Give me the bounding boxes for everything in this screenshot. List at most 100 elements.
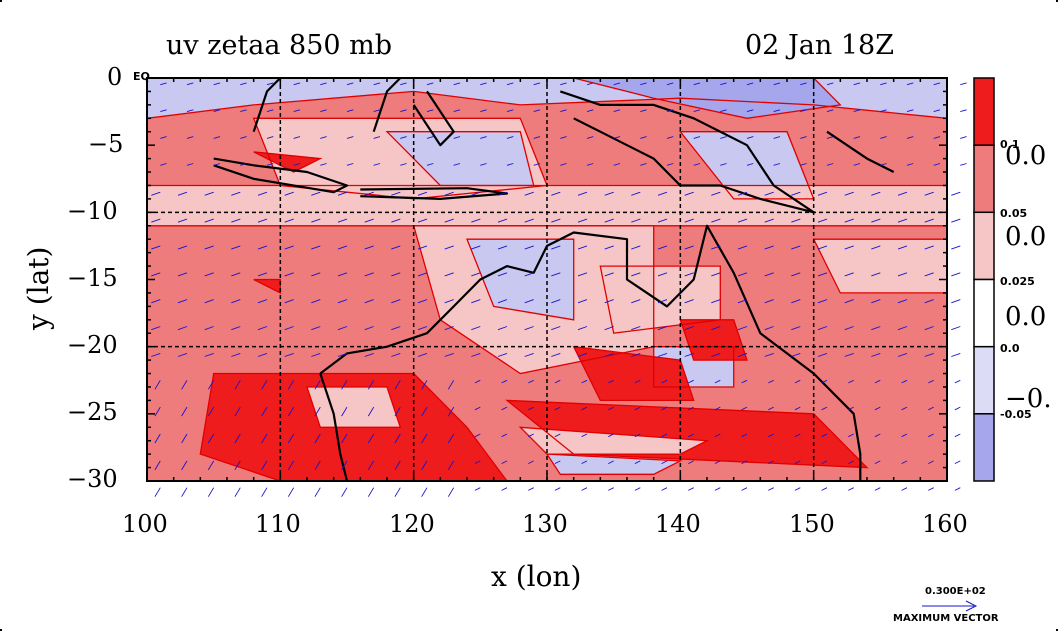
wind-vector [794, 379, 801, 384]
wind-vector [311, 272, 321, 277]
wind-vector [604, 245, 614, 250]
wind-vector [631, 299, 641, 304]
wind-vector [231, 245, 241, 250]
wind-vector [497, 191, 508, 196]
wind-vector [373, 136, 381, 139]
wind-vector [177, 245, 188, 250]
wind-vector [320, 109, 327, 113]
wind-vector [471, 299, 481, 304]
wind-vector [364, 218, 374, 223]
wind-vector [928, 406, 934, 411]
wind-vector [640, 82, 647, 86]
wind-vector [737, 218, 748, 223]
wind-vector [551, 218, 561, 223]
wind-vector [453, 82, 461, 86]
wind-vector [447, 487, 455, 497]
wind-vector [800, 163, 807, 166]
wind-vector [613, 109, 621, 113]
wind-vector [151, 352, 161, 357]
wind-vector [853, 163, 861, 166]
colorbar-label: 0.05 [1000, 207, 1028, 220]
wind-vector [897, 245, 908, 250]
wind-vector [266, 109, 274, 113]
wind-vector [554, 433, 561, 438]
wind-vector [474, 487, 481, 491]
wind-vector [741, 406, 748, 411]
wind-vector [261, 433, 268, 444]
wind-vector [768, 379, 774, 384]
wind-vector [897, 299, 908, 304]
coastline [412, 90, 455, 147]
wind-vector [293, 163, 301, 166]
wind-vector [287, 460, 295, 471]
wind-vector [608, 460, 614, 465]
wind-vector [320, 82, 327, 86]
wind-vector [871, 245, 881, 250]
wind-vector [154, 433, 161, 444]
wind-vector [177, 299, 188, 304]
wind-vector [240, 82, 247, 86]
wind-vector [341, 380, 348, 390]
wind-vector [791, 299, 801, 304]
wind-vector [608, 433, 614, 438]
wind-vector [821, 379, 828, 384]
wind-vector [471, 245, 481, 250]
x-tick-label: 100 [122, 510, 168, 538]
contour-line [253, 151, 323, 173]
wind-vector [933, 82, 941, 86]
wind-vector [826, 136, 834, 139]
wind-vector [154, 380, 161, 390]
wind-vector [151, 272, 161, 277]
wind-vector [666, 109, 674, 113]
wind-vector [608, 406, 614, 411]
wind-vector [880, 82, 887, 86]
wind-vector [844, 218, 854, 223]
wind-vector [551, 352, 561, 357]
wind-vector [871, 326, 881, 331]
wind-vector [880, 109, 887, 113]
wind-vector [551, 299, 561, 304]
wind-vector [901, 406, 908, 411]
wind-vector [844, 191, 854, 196]
wind-vector [581, 460, 588, 465]
wind-vector [524, 299, 534, 304]
wind-vector [213, 82, 221, 86]
wind-vector [714, 433, 721, 438]
shaded-region [307, 387, 401, 428]
wind-vector [773, 82, 781, 86]
wind-vector [257, 272, 268, 277]
wind-vector [693, 163, 701, 166]
colorbar-swatch [973, 413, 995, 482]
wind-vector [501, 433, 508, 438]
wind-vector [901, 487, 908, 491]
wind-vector [293, 109, 301, 113]
vector-key-label: MAXIMUM VECTOR [893, 613, 999, 624]
contour-line [412, 225, 655, 375]
wind-vector [204, 352, 214, 357]
wind-vector [266, 163, 274, 166]
wind-vector [497, 299, 508, 304]
wind-vector [928, 460, 934, 465]
wind-vector [501, 406, 508, 411]
wind-vector [741, 487, 748, 491]
wind-vector [160, 82, 167, 86]
wind-vector [604, 299, 614, 304]
wind-vector [844, 272, 854, 277]
wind-vector [794, 460, 801, 465]
wind-vector [533, 163, 541, 166]
wind-vector [394, 487, 401, 497]
colorbar-label-large: 0.0 [1005, 222, 1047, 252]
wind-vector [524, 191, 534, 196]
wind-vector [604, 191, 614, 196]
x-tick-label: 110 [255, 510, 301, 538]
x-tick-label: 160 [922, 510, 968, 538]
wind-vector [444, 191, 454, 196]
wind-vector [604, 218, 614, 223]
wind-vector [897, 218, 908, 223]
wind-vector [501, 460, 508, 465]
wind-vector [528, 406, 534, 411]
wind-vector [581, 379, 588, 384]
wind-vector [257, 218, 268, 223]
coastline [252, 78, 282, 133]
wind-vector [151, 191, 161, 196]
